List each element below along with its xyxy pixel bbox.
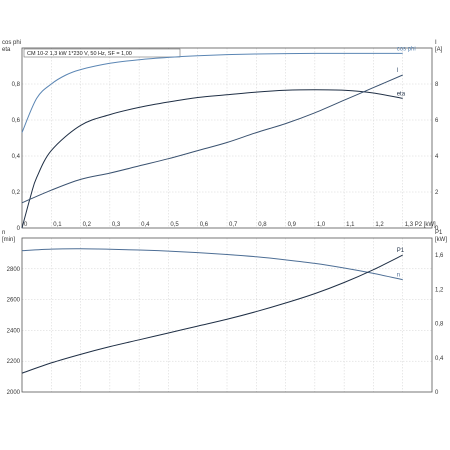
bottom-series-n-label: n <box>397 273 400 279</box>
bottom-y-right-tick-label: 1,6 <box>435 253 444 259</box>
top-series-i-label: I <box>397 68 399 74</box>
top-series-eta-line <box>21 89 403 229</box>
top-y-right-tick-label: 8 <box>435 82 439 88</box>
top-series-i-line <box>21 74 403 204</box>
bottom-y-left-tick-label: 2000 <box>7 390 21 396</box>
top-y-right-tick-label: 4 <box>435 154 439 160</box>
bottom-y-left-label-unit: [min] <box>2 237 15 243</box>
bottom-y-right-tick-label: 0 <box>435 390 439 396</box>
top-x-tick-label: 1,3 <box>405 222 414 228</box>
top-x-tick-label: 0,6 <box>200 222 209 228</box>
top-x-tick-label: 0,3 <box>112 222 121 228</box>
top-x-tick-label: 1,1 <box>346 222 355 228</box>
bottom-y-right-tick-label: 1,2 <box>435 287 444 293</box>
bottom-y-right-label-unit: [kW] <box>435 237 447 243</box>
top-y-right-tick-label: 2 <box>435 190 439 196</box>
bottom-panel: 2000220024002600280000,40,81,21,6n[min]P… <box>2 230 447 396</box>
top-x-tick-label: 0,4 <box>141 222 150 228</box>
top-plot-frame <box>21 47 433 229</box>
top-x-tick-label: 1,0 <box>317 222 326 228</box>
top-y-right-tick-label: 0 <box>435 226 439 232</box>
bottom-y-right-label: P1 <box>435 230 443 236</box>
top-x-tick-label: 0,7 <box>229 222 238 228</box>
top-x-tick-label: 0,2 <box>83 222 92 228</box>
top-x-tick-label: 0,5 <box>170 222 179 228</box>
top-y-right-label-unit: [A] <box>435 47 443 53</box>
bottom-series-n-line <box>21 248 403 281</box>
bottom-y-left-tick-label: 2600 <box>7 298 21 304</box>
bottom-series-p1-line <box>21 254 403 374</box>
top-x-tick-label: 0,1 <box>53 222 62 228</box>
bottom-y-left-tick-label: 2400 <box>7 328 21 334</box>
bottom-y-left-tick-label: 2200 <box>7 359 21 365</box>
top-y-left-tick-label: 0,6 <box>12 118 21 124</box>
top-series-cos-phi-label: cos phi <box>397 46 416 52</box>
bottom-y-left-tick-label: 2800 <box>7 267 21 273</box>
bottom-y-right-tick-label: 0,8 <box>435 322 444 328</box>
top-y-left-tick-label: 0,4 <box>12 154 21 160</box>
top-x-tick-label: 1,2 <box>375 222 384 228</box>
top-x-tick-label: 0,8 <box>258 222 267 228</box>
top-y-left-tick-label: 0,8 <box>12 82 21 88</box>
top-y-left-tick-label: 0 <box>17 226 21 232</box>
top-y-left-label: cos phi <box>2 40 21 46</box>
top-x-tick-label: 0,9 <box>288 222 297 228</box>
top-x-axis-label: P2 [kW] <box>415 222 436 228</box>
top-series-cos-phi-line <box>21 52 403 133</box>
top-series-eta-label: eta <box>397 91 406 97</box>
bottom-y-right-tick-label: 0,4 <box>435 356 444 362</box>
bottom-plot-frame <box>21 237 433 393</box>
top-y-left-tick-label: 0,2 <box>12 190 21 196</box>
top-subtitle-box <box>23 48 181 58</box>
top-y-right-label: I <box>435 40 437 46</box>
bottom-y-left-label: n <box>2 230 5 236</box>
top-y-left-label-unit: eta <box>2 47 11 53</box>
top-y-right-tick-label: 6 <box>435 118 439 124</box>
top-x-tick-label: 0 <box>24 222 28 228</box>
top-subtitle: CM 10-2 1,3 kW 1*230 V, 50 Hz, SF = 1,00 <box>27 51 132 57</box>
bottom-series-p1-label: P1 <box>397 248 405 254</box>
